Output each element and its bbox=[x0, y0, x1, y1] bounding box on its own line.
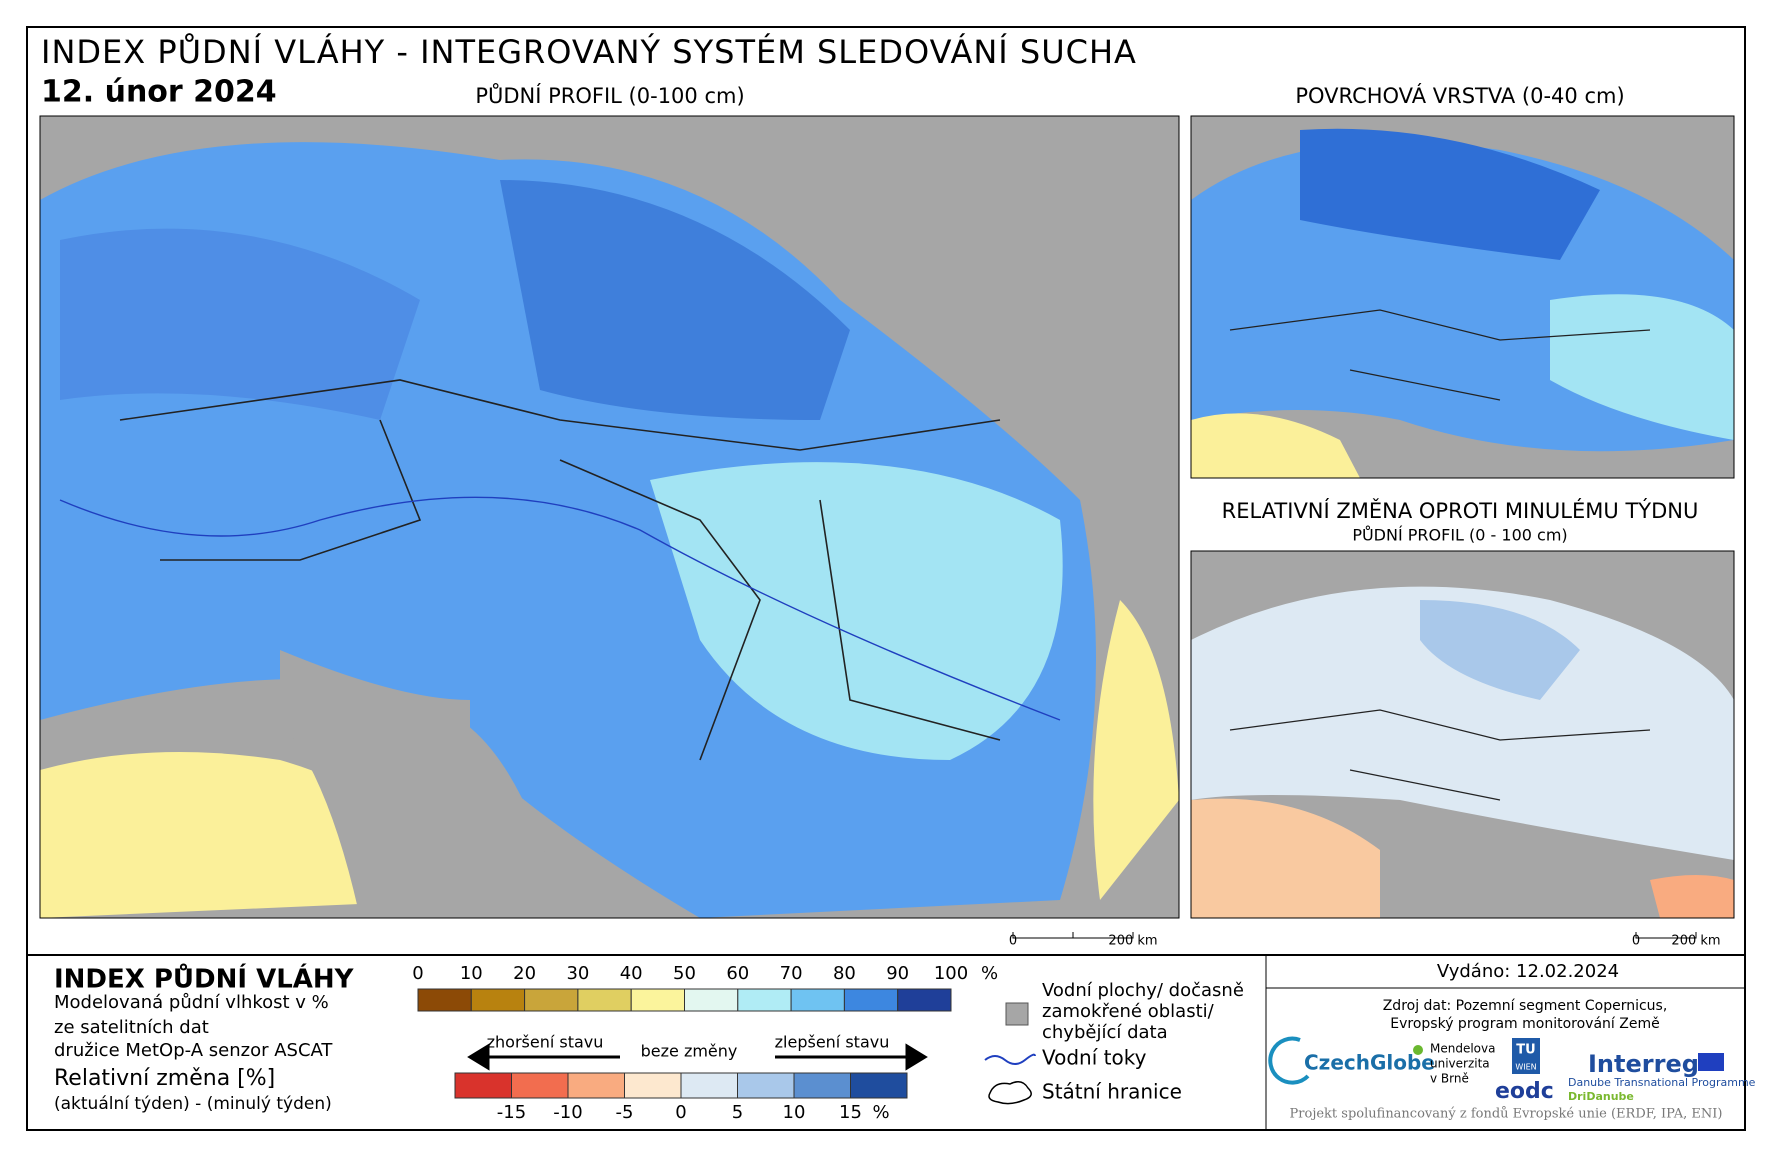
scale-label: 0 bbox=[412, 963, 423, 984]
arrow-right bbox=[775, 1043, 928, 1071]
scale-label: 10 bbox=[460, 963, 483, 984]
scale-label: 50 bbox=[673, 963, 696, 984]
scale-label: 70 bbox=[780, 963, 803, 984]
legend-text: ze satelitních dat bbox=[54, 1017, 209, 1038]
color-box bbox=[850, 1072, 908, 1099]
scale-label: 80 bbox=[833, 963, 856, 984]
scale-label: 15 bbox=[839, 1102, 862, 1123]
issued: Vydáno: 12.02.2024 bbox=[1437, 961, 1619, 982]
logo: WIEN bbox=[1515, 1063, 1536, 1072]
river-symbol bbox=[984, 1053, 1036, 1065]
scale-bar bbox=[1635, 932, 1697, 939]
logo: Mendelova bbox=[1430, 1042, 1495, 1056]
legend-text: (aktuální týden) - (minulý týden) bbox=[54, 1094, 332, 1114]
surface-map bbox=[1191, 116, 1734, 478]
legend-text: zamokřené oblasti/ bbox=[1042, 1001, 1215, 1022]
index-scale: 0 10 20 30 40 50 60 70 80 90 100% bbox=[412, 963, 998, 1012]
color-box bbox=[843, 988, 899, 1012]
color-box bbox=[524, 988, 579, 1012]
logo: Interreg bbox=[1588, 1050, 1699, 1078]
legend-title: INDEX PŮDNÍ VLÁHY bbox=[54, 962, 355, 995]
scale-label: 20 bbox=[513, 963, 536, 984]
scale-label: 10 bbox=[783, 1102, 806, 1123]
scale-label: 5 bbox=[732, 1102, 743, 1123]
arrow-label: beze změny bbox=[641, 1042, 738, 1061]
scale-label: -10 bbox=[553, 1102, 582, 1123]
scale-label: 200 km bbox=[1108, 934, 1157, 949]
scale-label: 200 km bbox=[1671, 934, 1720, 949]
date: 12. únor 2024 bbox=[41, 75, 277, 110]
legend-text: družice MetOp-A senzor ASCAT bbox=[54, 1040, 333, 1061]
color-box bbox=[511, 1072, 569, 1099]
scale-label: 0 bbox=[675, 1102, 686, 1123]
legend-text: Státní hranice bbox=[1042, 1080, 1182, 1104]
legend-text: Vodní plochy/ dočasně bbox=[1042, 980, 1244, 1001]
color-box bbox=[737, 1072, 795, 1099]
change-map bbox=[1191, 551, 1734, 918]
color-box bbox=[567, 1072, 625, 1099]
color-box bbox=[793, 1072, 851, 1099]
color-box bbox=[790, 988, 845, 1012]
color-box bbox=[684, 988, 739, 1012]
scale-unit: % bbox=[873, 1102, 890, 1123]
color-box bbox=[897, 988, 952, 1012]
color-box bbox=[737, 988, 792, 1012]
legend-subtitle: Relativní změna [%] bbox=[54, 1066, 275, 1091]
border-symbol bbox=[988, 1081, 1032, 1105]
logo: v Brně bbox=[1430, 1072, 1469, 1086]
logo-mark bbox=[1268, 1036, 1310, 1085]
legend-text: Modelovaná půdní vlhkost v % bbox=[54, 992, 329, 1013]
water-symbol bbox=[1005, 1002, 1029, 1026]
change-scale: -15 -10 -5 0 5 10 15% bbox=[454, 1072, 908, 1123]
scale-label: -15 bbox=[497, 1102, 526, 1123]
map-subtitle: PŮDNÍ PROFIL (0 - 100 cm) bbox=[1352, 526, 1567, 545]
arrow-label: zhoršení stavu bbox=[487, 1033, 604, 1052]
scale-label: 0 bbox=[1009, 934, 1017, 949]
map-title: POVRCHOVÁ VRSTVA (0-40 cm) bbox=[1295, 83, 1624, 108]
main-map bbox=[40, 116, 1179, 918]
color-box bbox=[624, 1072, 682, 1099]
scale-label: 60 bbox=[726, 963, 749, 984]
scale-label: -5 bbox=[616, 1102, 634, 1123]
scale-label: 100 bbox=[934, 963, 968, 984]
color-box bbox=[680, 1072, 738, 1099]
arrow-label: zlepšení stavu bbox=[775, 1033, 890, 1052]
logo: univerzita bbox=[1430, 1057, 1490, 1071]
logo: eodc bbox=[1495, 1079, 1554, 1104]
scale-label: 90 bbox=[886, 963, 909, 984]
map-border bbox=[39, 115, 1180, 919]
logo: TU bbox=[1516, 1043, 1535, 1058]
scale-bar bbox=[1012, 932, 1134, 939]
scale-unit: % bbox=[981, 963, 998, 984]
color-box bbox=[454, 1072, 512, 1099]
map-border bbox=[1190, 550, 1735, 919]
logo-mark bbox=[1413, 1045, 1423, 1055]
legend-text: Vodní toky bbox=[1042, 1046, 1147, 1070]
scale-label: 30 bbox=[566, 963, 589, 984]
legend-text: chybějící data bbox=[1042, 1022, 1168, 1043]
color-box bbox=[577, 988, 632, 1012]
scale-label: 0 bbox=[1632, 934, 1640, 949]
logo: DriDanube bbox=[1568, 1090, 1634, 1103]
footer: Projekt spolufinancovaný z fondů Evropsk… bbox=[1290, 1106, 1723, 1122]
map-title: RELATIVNÍ ZMĚNA OPROTI MINULÉMU TÝDNU bbox=[1222, 498, 1699, 523]
eu-flag bbox=[1698, 1053, 1724, 1071]
arrow-left bbox=[467, 1043, 620, 1071]
map-title: PŮDNÍ PROFIL (0-100 cm) bbox=[475, 82, 744, 108]
logo-mark bbox=[1512, 1038, 1540, 1074]
scale-label: 40 bbox=[620, 963, 643, 984]
source: Zdroj dat: Pozemní segment Copernicus, bbox=[1383, 998, 1668, 1014]
color-box bbox=[417, 988, 472, 1012]
map-border bbox=[1190, 115, 1735, 479]
logo: Danube Transnational Programme bbox=[1568, 1076, 1756, 1089]
source: Evropský program monitorování Země bbox=[1390, 1016, 1659, 1032]
logo: CzechGlobe bbox=[1304, 1051, 1435, 1075]
color-box bbox=[470, 988, 526, 1012]
title: INDEX PŮDNÍ VLÁHY - INTEGROVANÝ SYSTÉM S… bbox=[41, 33, 1137, 71]
color-box bbox=[630, 988, 686, 1012]
